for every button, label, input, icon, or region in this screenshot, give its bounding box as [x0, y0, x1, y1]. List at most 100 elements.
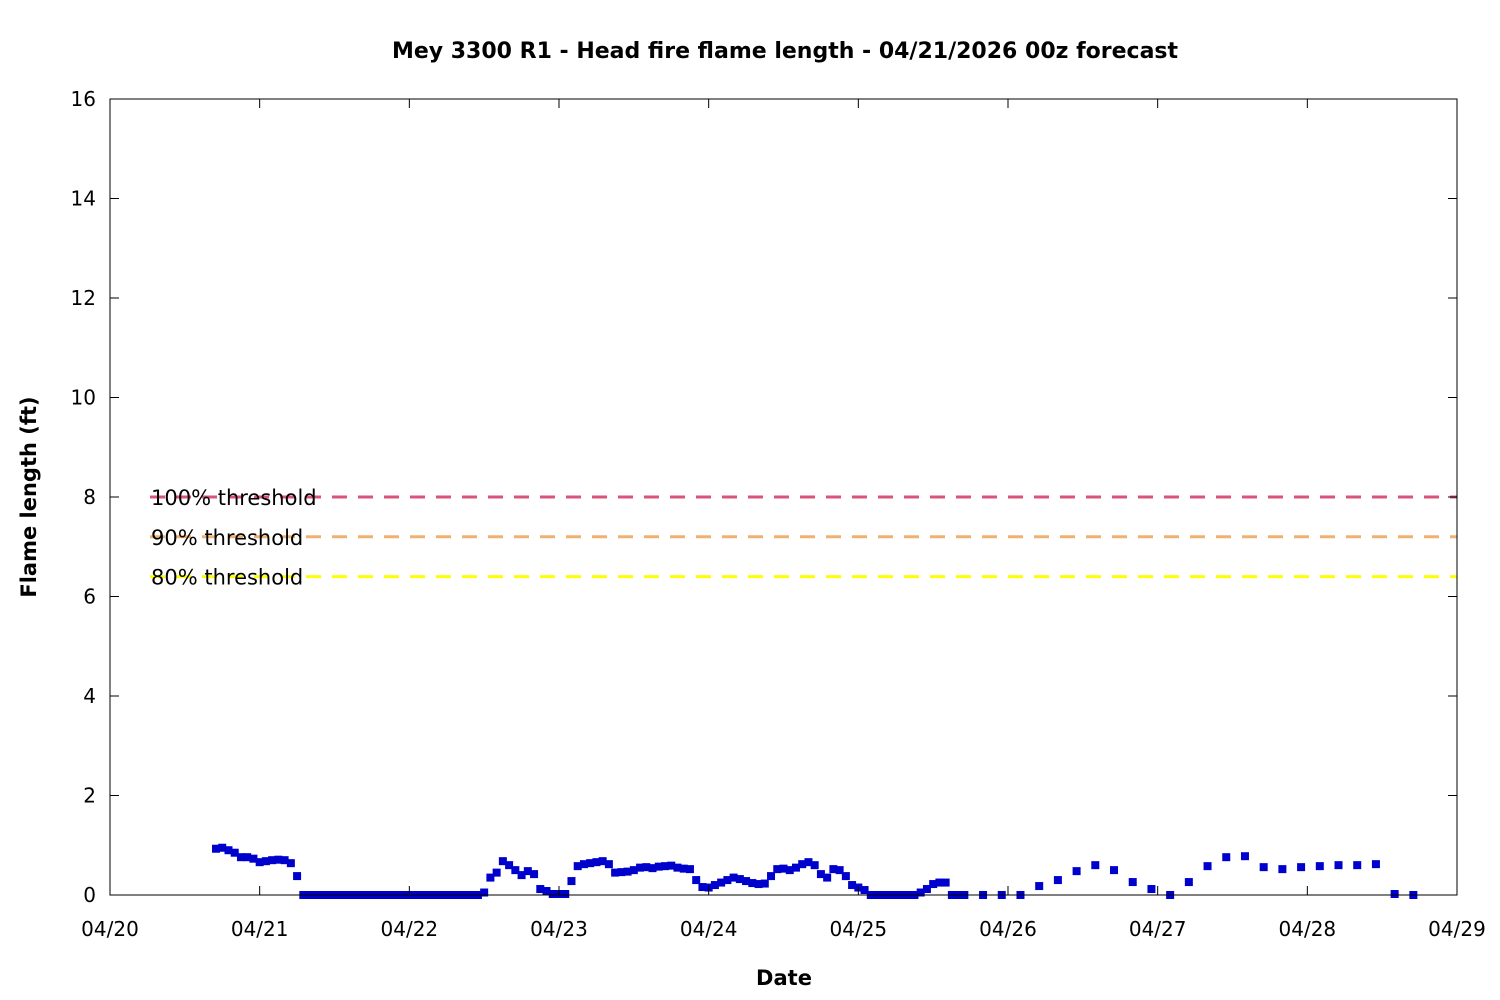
- data-point: [667, 861, 676, 870]
- x-axis-ticks: 04/20 04/21 04/22 04/23 04/24 04/25 04/26 04/27…: [81, 99, 1486, 941]
- data-point: [548, 890, 557, 899]
- data-point: [779, 864, 788, 873]
- data-point: [1091, 861, 1100, 870]
- y-tick-label: 4: [83, 684, 96, 708]
- data-point: [255, 858, 264, 867]
- data-point: [261, 857, 270, 866]
- y-tick-label: 6: [83, 585, 96, 609]
- data-point: [268, 856, 277, 865]
- data-point: [661, 862, 670, 871]
- data-point: [586, 859, 595, 868]
- data-point: [717, 878, 726, 887]
- data-point: [654, 862, 663, 871]
- data-point: [810, 861, 819, 870]
- data-point: [480, 888, 489, 897]
- data-point: [598, 857, 607, 866]
- data-point: [604, 860, 613, 869]
- data-point: [785, 866, 794, 875]
- data-point: [536, 885, 545, 894]
- data-point: [835, 866, 844, 875]
- data-point: [280, 856, 289, 865]
- data-point: [1240, 852, 1249, 861]
- data-point: [218, 843, 227, 852]
- threshold-label: 90% threshold: [151, 526, 303, 550]
- data-point: [249, 854, 258, 863]
- x-tick-label: 04/25: [830, 917, 888, 941]
- x-tick-label: 04/29: [1428, 917, 1486, 941]
- data-point: [1128, 878, 1137, 887]
- x-tick-label: 04/20: [81, 917, 139, 941]
- data-point: [1203, 862, 1212, 871]
- data-point: [760, 879, 769, 888]
- data-point: [935, 878, 944, 887]
- data-point: [848, 881, 857, 890]
- data-point: [723, 876, 732, 885]
- data-point: [829, 865, 838, 874]
- data-point: [841, 872, 850, 881]
- data-point: [542, 887, 551, 896]
- data-point: [710, 881, 719, 890]
- data-point: [941, 878, 950, 887]
- data-point: [511, 866, 520, 875]
- data-point: [804, 858, 813, 867]
- data-point: [1353, 861, 1362, 870]
- data-point: [230, 848, 239, 857]
- data-point: [243, 853, 252, 862]
- data-point: [929, 880, 938, 889]
- data-point: [823, 873, 832, 882]
- data-point: [286, 859, 295, 868]
- y-tick-label: 2: [83, 784, 96, 808]
- data-point: [742, 877, 751, 886]
- data-point: [498, 857, 507, 866]
- data-point: [816, 870, 825, 879]
- threshold-label: 100% threshold: [151, 486, 317, 510]
- data-point: [1315, 862, 1324, 871]
- data-point: [623, 867, 632, 876]
- data-point: [767, 872, 776, 881]
- data-point: [692, 876, 701, 885]
- data-point: [1278, 865, 1287, 874]
- y-axis-ticks: 0 2 4 6 8 10 12 14 16: [71, 87, 1457, 907]
- data-point: [673, 863, 682, 872]
- data-point: [1184, 878, 1193, 887]
- y-tick-label: 12: [71, 286, 96, 310]
- data-point: [1259, 863, 1268, 872]
- y-tick-label: 10: [71, 386, 96, 410]
- data-point: [274, 855, 283, 864]
- data-point: [236, 853, 245, 862]
- data-point: [579, 860, 588, 869]
- data-point: [648, 864, 657, 873]
- data-point: [617, 868, 626, 877]
- y-tick-label: 8: [83, 485, 96, 509]
- y-axis-label: Flame length (ft): [17, 396, 41, 597]
- data-point: [735, 875, 744, 884]
- data-point: [523, 867, 532, 876]
- data-point: [798, 860, 807, 869]
- data-point: [773, 865, 782, 874]
- x-axis-label: Date: [756, 966, 812, 990]
- data-point: [1072, 867, 1081, 876]
- y-tick-label: 16: [71, 87, 96, 111]
- threshold-lines: 100% threshold 90% threshold 80% threshold: [150, 486, 1457, 590]
- data-point: [1222, 853, 1231, 862]
- data-point: [505, 861, 514, 870]
- data-point: [486, 873, 495, 882]
- data-point: [611, 868, 620, 877]
- x-tick-label: 04/28: [1279, 917, 1337, 941]
- data-point: [1110, 866, 1119, 875]
- data-point: [293, 872, 302, 881]
- data-point: [916, 888, 925, 897]
- data-point: [922, 885, 931, 894]
- data-point: [1334, 861, 1343, 870]
- data-point: [754, 880, 763, 889]
- x-tick-label: 04/27: [1129, 917, 1187, 941]
- x-tick-label: 04/22: [381, 917, 439, 941]
- data-point: [592, 858, 601, 867]
- data-point: [561, 890, 570, 899]
- data-point: [1053, 876, 1062, 885]
- x-tick-label: 04/24: [680, 917, 738, 941]
- threshold-label: 80% threshold: [151, 566, 303, 590]
- data-point: [1147, 885, 1156, 894]
- data-point: [573, 862, 582, 871]
